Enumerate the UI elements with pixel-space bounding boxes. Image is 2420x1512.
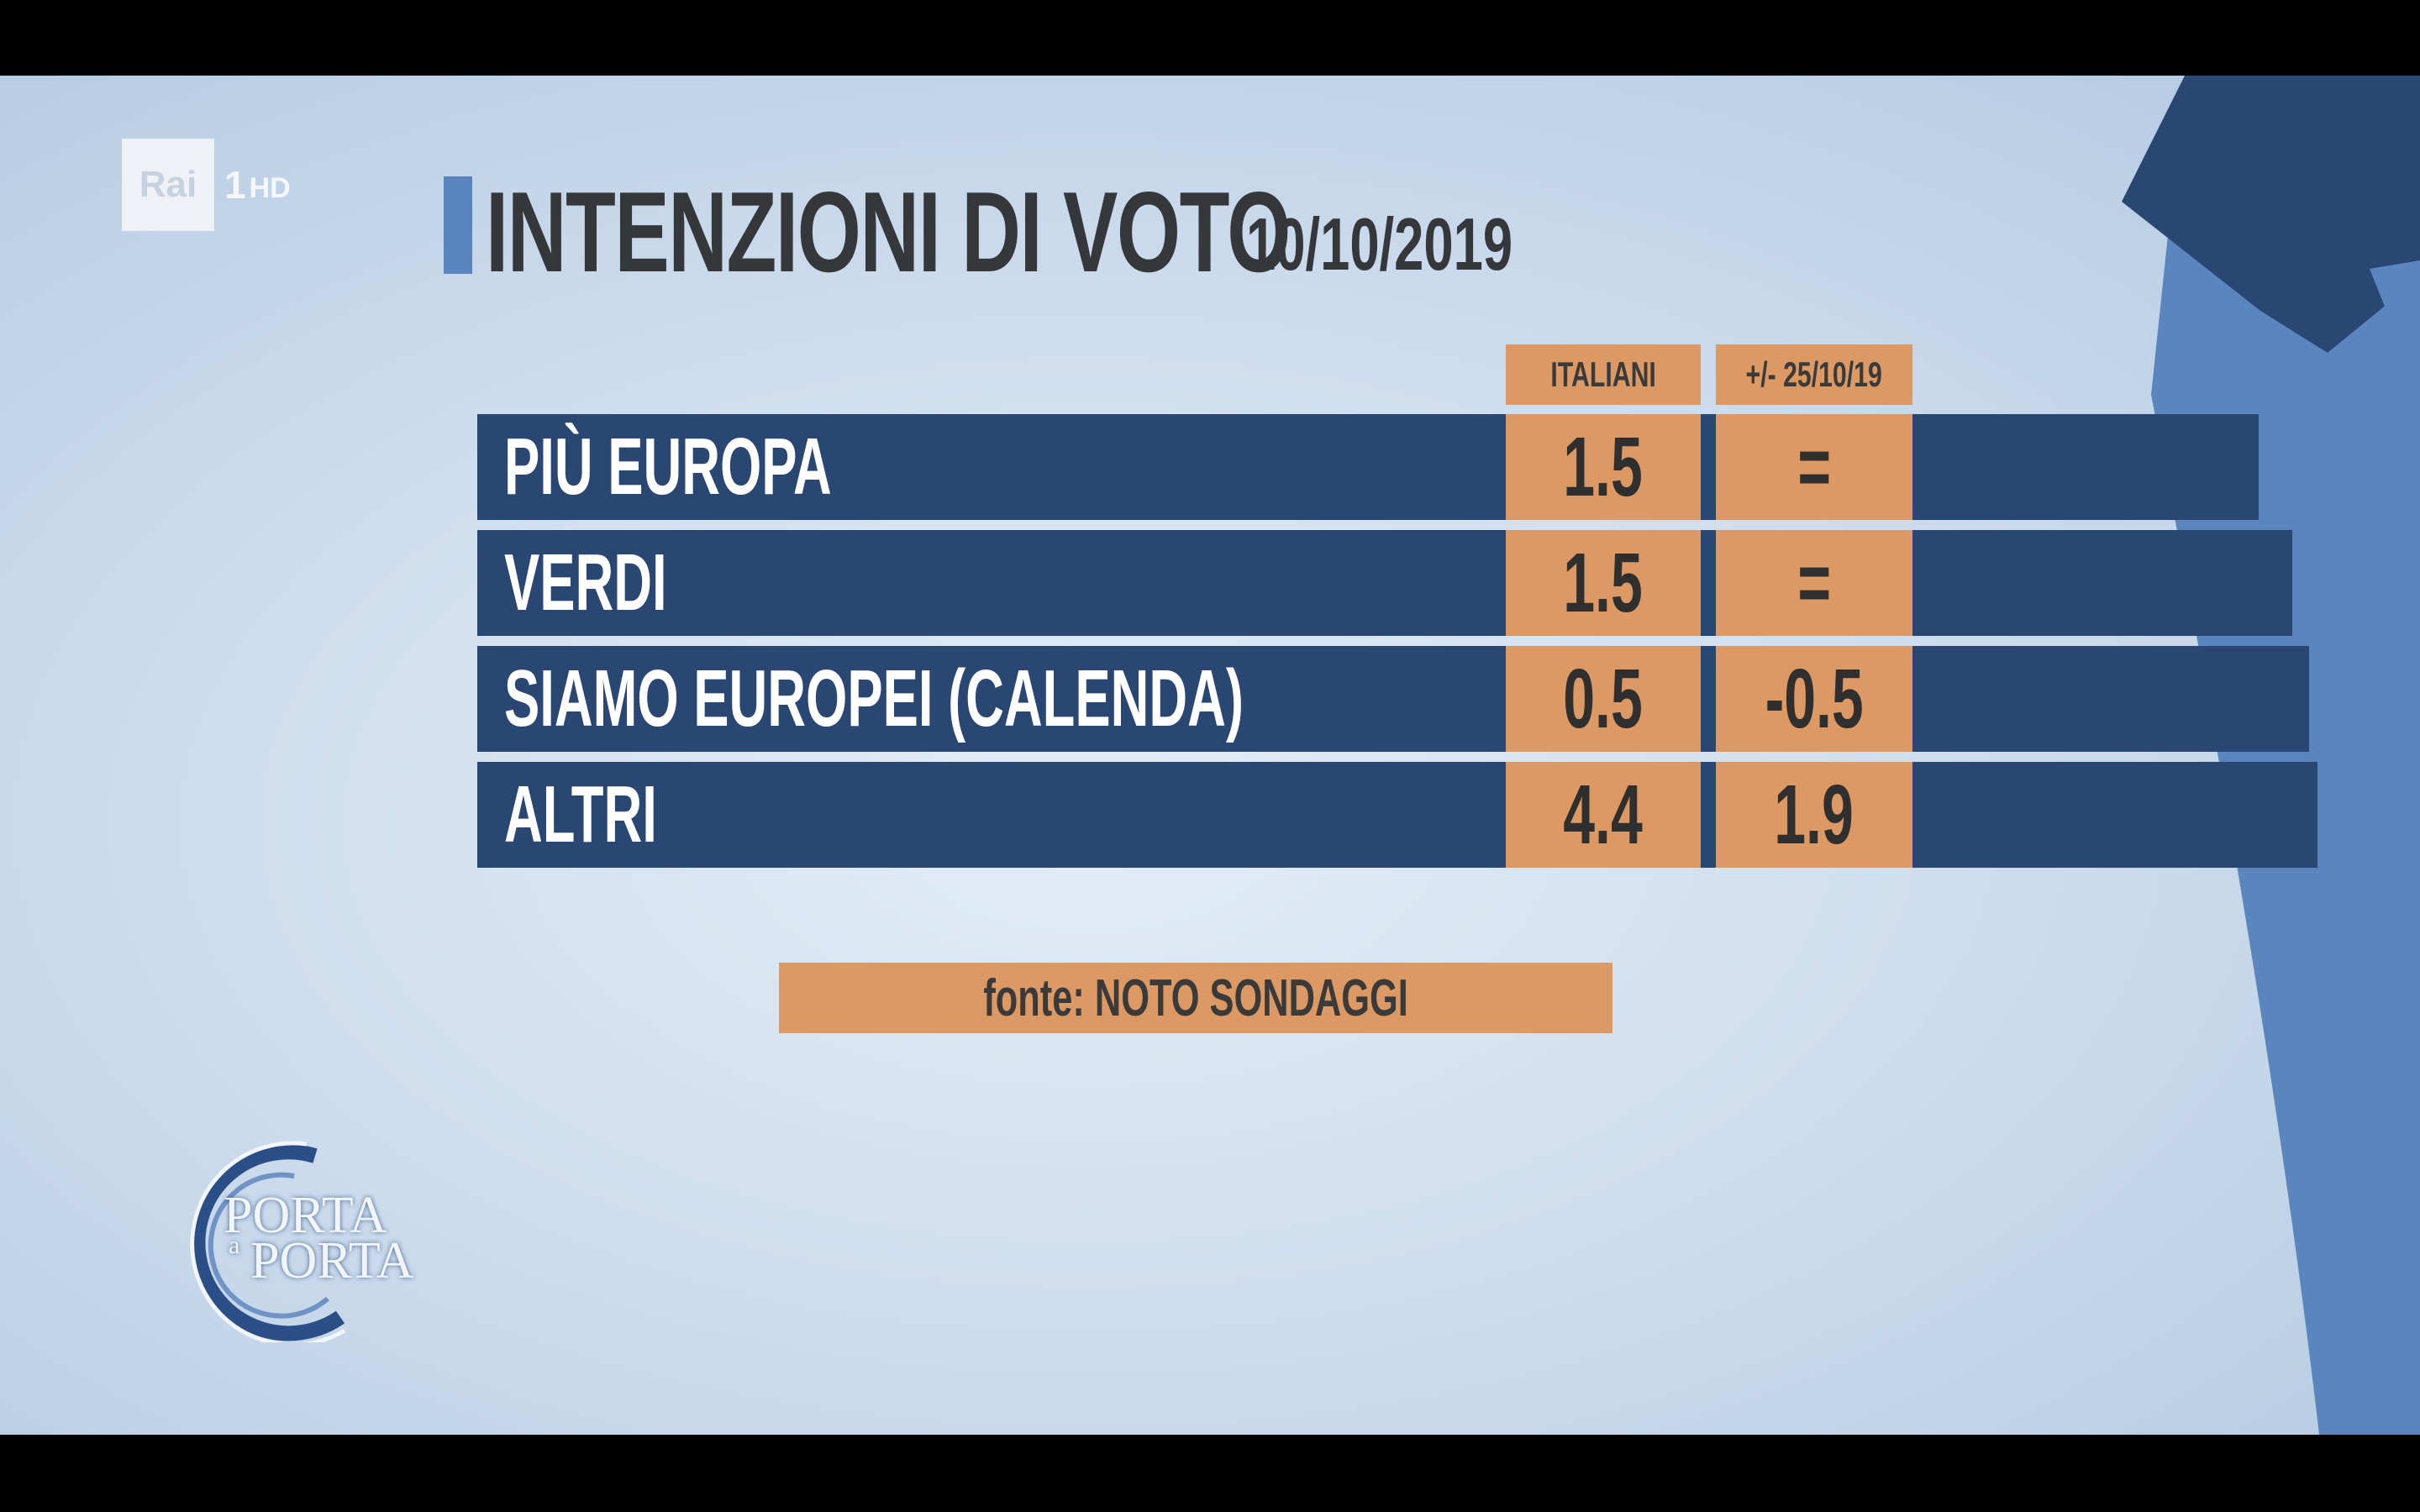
italiani-value: 0.5 bbox=[1506, 646, 1701, 752]
party-label: VERDI bbox=[504, 538, 667, 627]
table-row: PIÙ EUROPA 1.5 = bbox=[477, 414, 2259, 520]
source-label: fonte: NOTO SONDAGGI bbox=[779, 963, 1612, 1033]
change-value: = bbox=[1716, 414, 1912, 520]
page-title: INTENZIONI DI VOTO bbox=[486, 168, 1291, 296]
broadcast-frame: Rai 1 HD INTENZIONI DI VOTO 10/10/2019 I… bbox=[0, 76, 2420, 1435]
show-logo-line1: PORTA bbox=[224, 1187, 387, 1244]
italiani-value: 4.4 bbox=[1506, 762, 1701, 868]
channel-number: 1 bbox=[224, 163, 246, 207]
italiani-value: 1.5 bbox=[1506, 414, 1701, 520]
change-value: 1.9 bbox=[1716, 762, 1912, 868]
channel-logo: Rai 1 HD bbox=[122, 139, 291, 231]
party-label: ALTRI bbox=[504, 769, 657, 859]
show-logo-line2: PORTA bbox=[250, 1232, 414, 1289]
party-label: PIÙ EUROPA bbox=[504, 422, 832, 512]
italiani-value: 1.5 bbox=[1506, 530, 1701, 636]
table-row: SIAMO EUROPEI (CALENDA) 0.5 -0.5 bbox=[477, 646, 2309, 752]
show-logo-ring-icon bbox=[190, 1141, 346, 1342]
table-row: ALTRI 4.4 1.9 bbox=[477, 762, 2317, 868]
show-logo: PORTA a PORTA bbox=[168, 1132, 420, 1342]
change-value: = bbox=[1716, 530, 1912, 636]
rai-logo-box: Rai bbox=[122, 139, 214, 231]
change-value: -0.5 bbox=[1716, 646, 1912, 752]
channel-hd: HD bbox=[249, 171, 291, 204]
corner-chevron-shape bbox=[2122, 76, 2420, 353]
show-logo-connector: a bbox=[229, 1231, 240, 1259]
column-header-change: +/- 25/10/19 bbox=[1716, 344, 1912, 405]
column-header-italiani: ITALIANI bbox=[1506, 344, 1701, 405]
table-row: VERDI 1.5 = bbox=[477, 530, 2292, 636]
poll-date: 10/10/2019 bbox=[1246, 202, 1513, 286]
party-label: SIAMO EUROPEI (CALENDA) bbox=[504, 654, 1244, 743]
title-accent-bar bbox=[444, 176, 472, 274]
